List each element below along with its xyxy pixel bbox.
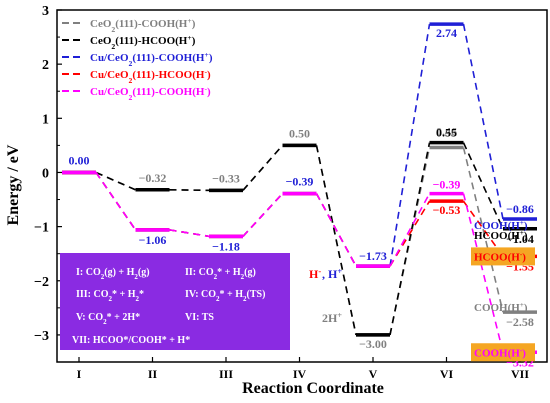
legend-entry: Cu/CeO2(111)-COOH(H-) [90, 84, 211, 102]
plot-border [56, 9, 548, 363]
highlight-box [471, 247, 535, 266]
y-tick-label: 0 [42, 166, 49, 181]
connector-line [462, 147, 504, 313]
connector-line [315, 145, 357, 336]
connector-line [169, 229, 210, 238]
value-label: −0.86 [506, 202, 534, 216]
value-label: −1.73 [359, 249, 387, 263]
key-entry: VII: HCOO*/COOH* + H* [72, 335, 190, 346]
value-label: 0.55 [436, 126, 457, 140]
y-tick-label: −1 [34, 221, 49, 236]
y-tick-label: −3 [34, 329, 49, 344]
legend: CeO2(111)-COOH(H+)CeO2(111)-HCOO(H+)Cu/C… [62, 16, 213, 102]
value-label: −0.32 [139, 171, 167, 185]
right-label: COOH(H+) [474, 219, 528, 232]
value-label: −0.39 [433, 178, 461, 192]
y-tick-label: 3 [42, 4, 49, 19]
value-label: 0.50 [289, 126, 310, 140]
value-label: 0.46 [436, 125, 457, 139]
connector-line [462, 193, 504, 353]
y-tick-label: 2 [42, 58, 49, 73]
key-entry: VI: TS [185, 312, 214, 323]
x-tick-label: III [219, 367, 233, 381]
connector-line [95, 172, 137, 231]
value-label: 0.00 [69, 153, 90, 167]
key-entry: IV: CO2* + H2(TS) [185, 289, 265, 303]
y-tick-label: 1 [42, 112, 49, 127]
x-tick-label: I [77, 367, 82, 381]
annotation-h-minus: H- [309, 267, 321, 282]
x-tick-label: VI [440, 367, 454, 381]
legend-entry: Cu/CeO2(111)-HCOO(H-) [90, 67, 211, 85]
x-tick-label: VII [511, 367, 529, 381]
legend-entry: Cu/CeO2(111)-COOH(H+) [90, 50, 213, 68]
key-box-background [60, 253, 290, 350]
right-label: COOH(H+) [474, 301, 528, 314]
legend-entry: CeO2(111)-COOH(H+) [90, 16, 196, 34]
connector-line [95, 171, 136, 191]
value-label: −0.53 [433, 203, 461, 217]
state-key-box: I: CO2(g) + H2(g) II: CO2* + H2(g) III: CO… [60, 253, 290, 350]
connector-line [389, 147, 431, 336]
value-label: −3.00 [359, 337, 387, 351]
connector-line [315, 193, 357, 267]
x-tick-label: IV [293, 367, 307, 381]
connector-line [95, 172, 137, 231]
annotation-h-plus: , H+ [322, 267, 342, 282]
connector-line [462, 142, 504, 230]
x-axis-label: Reaction Coordinate [242, 380, 384, 397]
key-entry: III: CO2* + H2* [76, 289, 144, 303]
key-entry: I: CO2(g) + H2(g) [76, 267, 150, 281]
right-label: COOH(H-) [474, 346, 526, 359]
y-axis-label: Energy / eV [5, 144, 22, 225]
value-label: −0.39 [286, 175, 314, 189]
connector-line [462, 23, 504, 220]
value-label: −1.06 [139, 233, 167, 247]
legend-entry: CeO2(111)-HCOO(H+) [90, 33, 196, 51]
annotations: 2H+H-, H+COOH(H+)HCOO(H+)HCOO(H-)COOH(H+… [309, 219, 535, 362]
key-entry: II: CO2* + H2(g) [185, 267, 256, 281]
series-group [62, 140, 537, 337]
connector-line [242, 193, 284, 237]
value-label: 2.74 [436, 26, 457, 40]
value-label: −0.33 [212, 171, 240, 185]
x-tick-label: II [148, 367, 158, 381]
connector-line [389, 193, 431, 267]
right-label: HCOO(H-) [474, 250, 526, 263]
value-label: −2.58 [506, 315, 534, 329]
connector-line [389, 23, 431, 267]
key-entry: V: CO2* + 2H* [76, 312, 140, 326]
connector-line [242, 144, 284, 191]
y-tick-label: −2 [34, 275, 49, 290]
highlight-box [471, 343, 535, 362]
right-label: HCOO(H+) [474, 229, 528, 242]
connector-line [95, 172, 137, 231]
value-label: −1.18 [212, 239, 240, 253]
connector-line [389, 200, 431, 267]
connector-line [169, 188, 210, 192]
value-label: −1.04 [506, 232, 534, 246]
connector-line [389, 142, 431, 336]
x-tick-label: V [369, 367, 378, 381]
annotation-2h: 2H+ [322, 311, 342, 326]
